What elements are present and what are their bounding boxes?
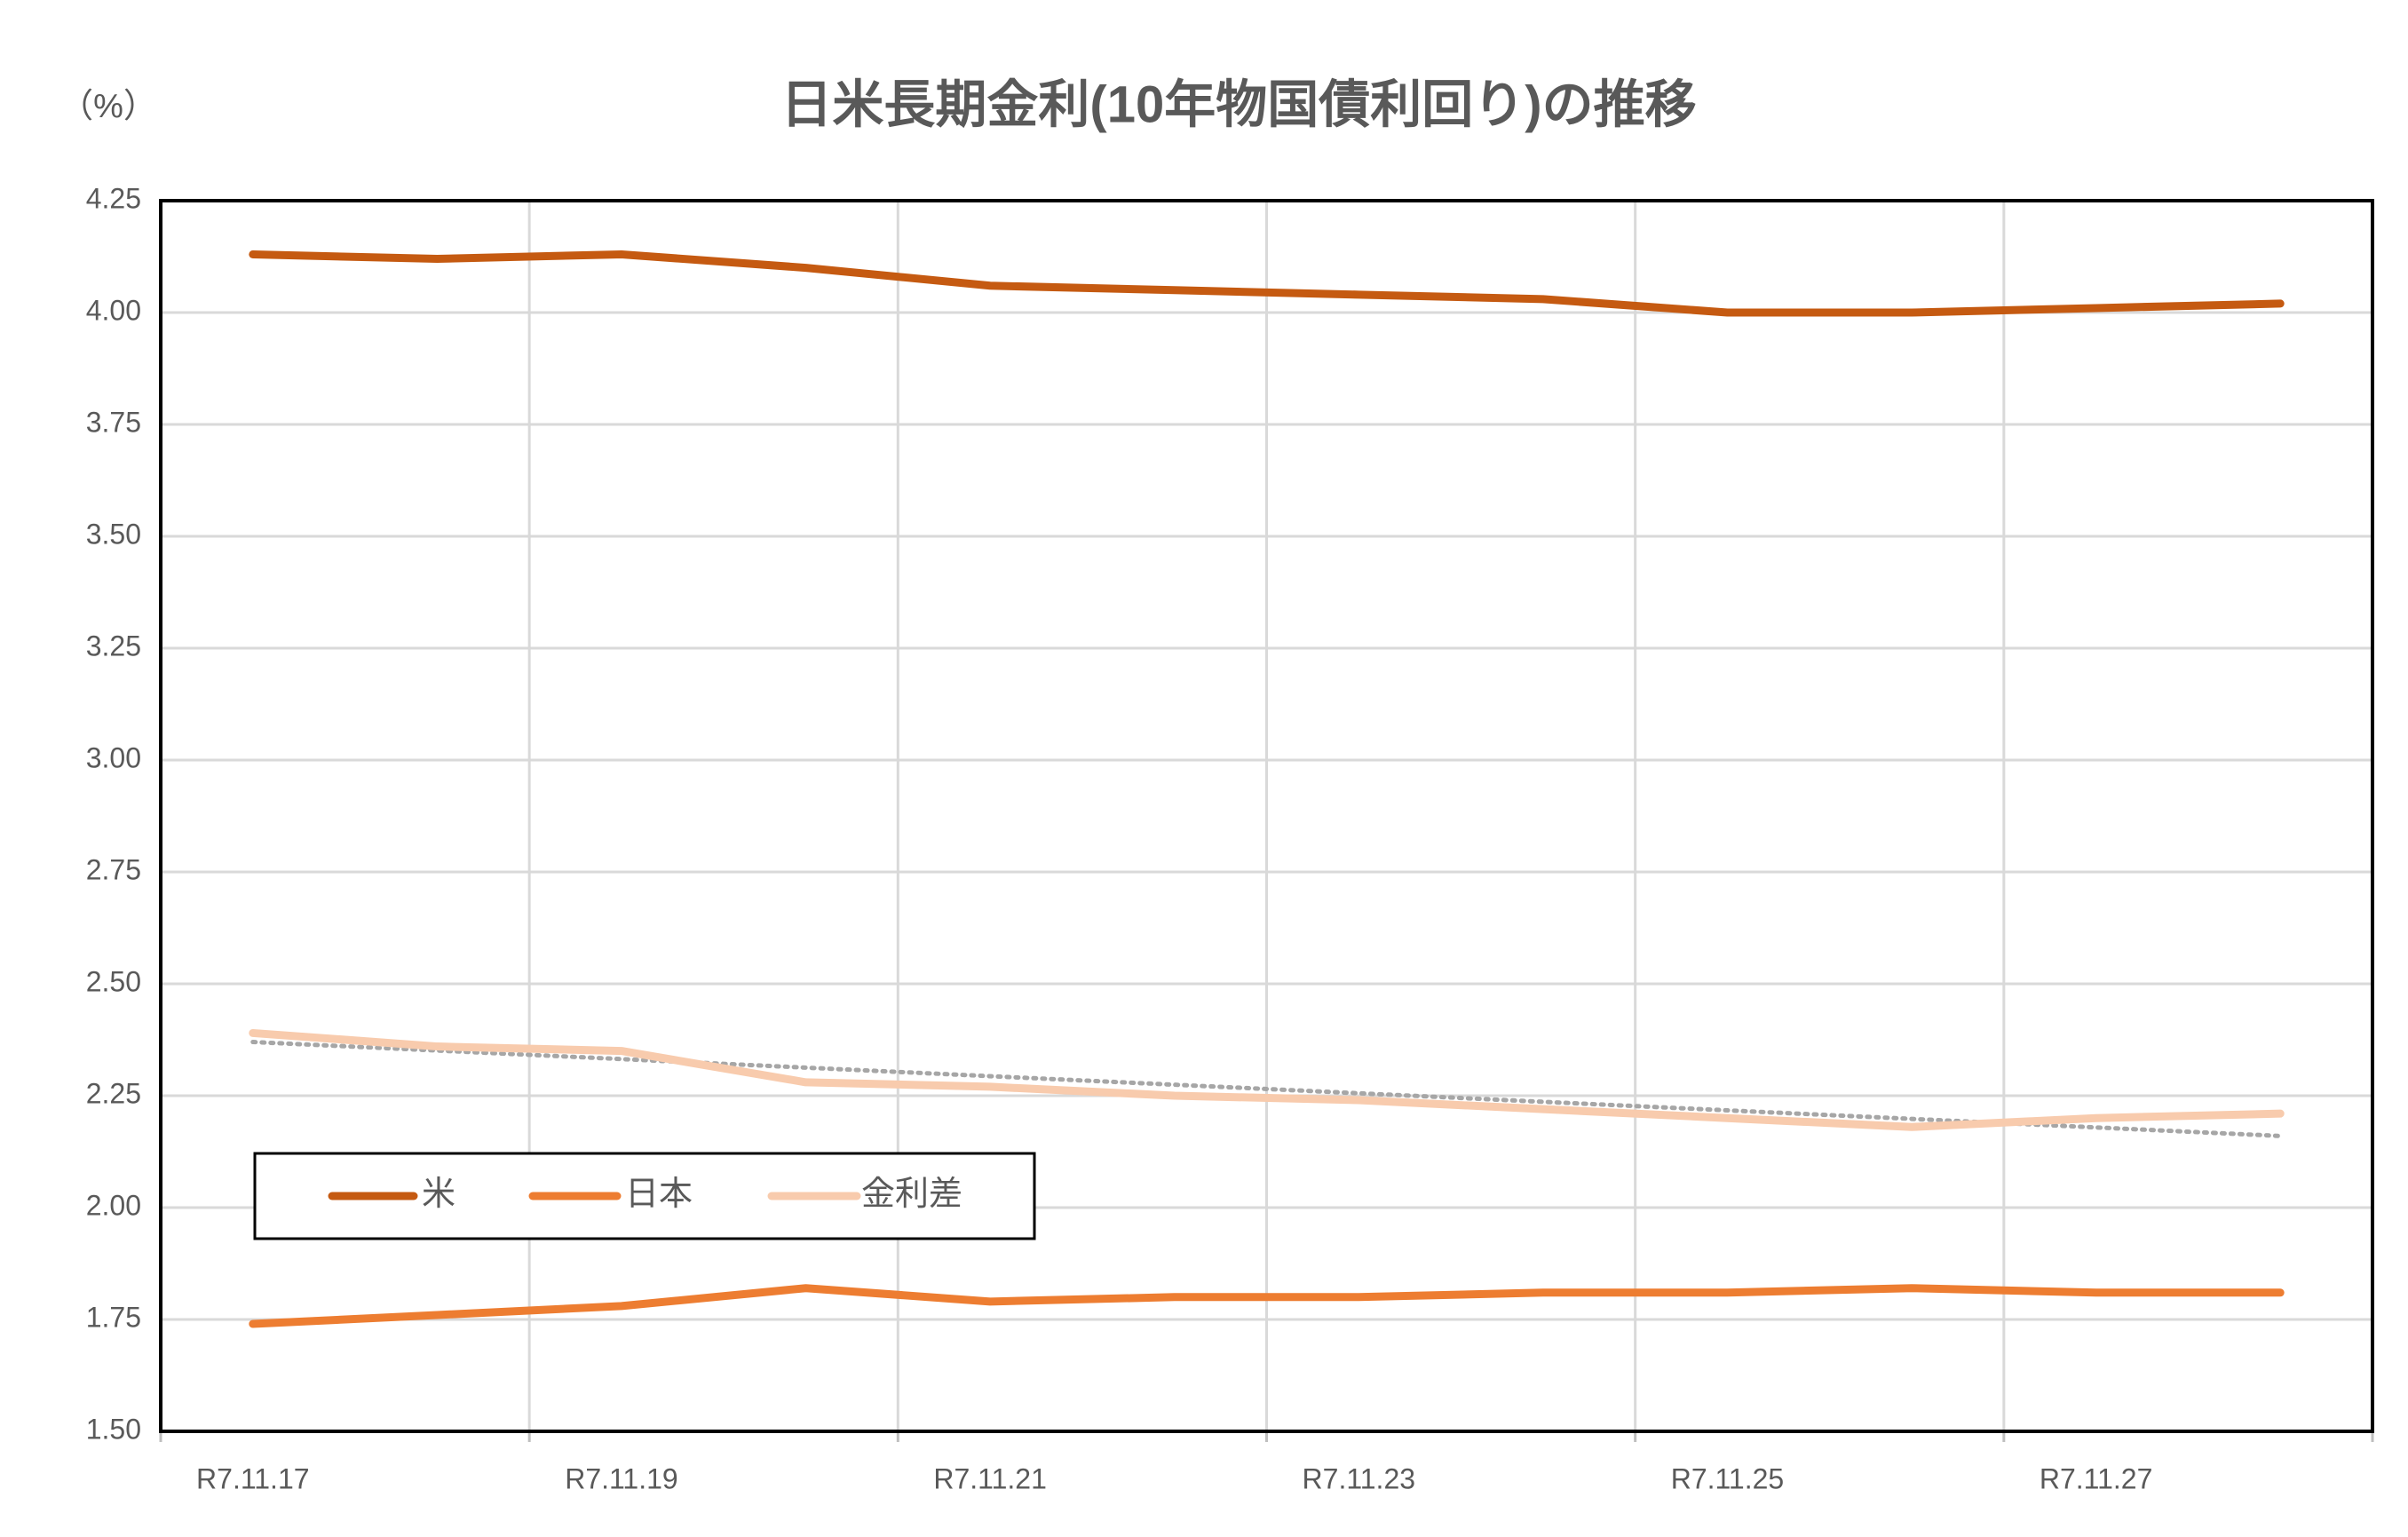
x-tick-label: R7.11.23 (1303, 1462, 1416, 1494)
series-line (249, 250, 2285, 317)
y-tick-label: 3.50 (86, 518, 141, 550)
x-tick-label: R7.11.27 (2040, 1462, 2153, 1494)
y-tick-label: 2.00 (86, 1189, 141, 1221)
series-line (249, 1284, 2285, 1328)
y-tick-label: 2.50 (86, 965, 141, 997)
y-tick-label: 3.00 (86, 741, 141, 773)
y-tick-label: 4.25 (86, 182, 141, 214)
legend-label: 米 (422, 1176, 455, 1213)
x-tick-label: R7.11.21 (933, 1462, 1047, 1494)
x-tick-label: R7.11.25 (1671, 1462, 1785, 1494)
x-tick-label: R7.11.17 (196, 1462, 310, 1494)
y-tick-label: 1.50 (86, 1413, 141, 1445)
x-tick-label: R7.11.19 (565, 1462, 678, 1494)
chart-title: 日米長期金利(10年物国債利回り)の推移 (780, 75, 1696, 133)
y-tick-label: 2.25 (86, 1077, 141, 1109)
y-tick-label: 3.75 (86, 406, 141, 438)
plot-border (159, 199, 2374, 1433)
y-tick-label: 1.75 (86, 1301, 141, 1333)
y-tick-label: 2.75 (86, 853, 141, 885)
series-line (249, 1028, 2285, 1131)
y-unit: （%） (59, 88, 157, 125)
trendline (250, 1040, 2283, 1138)
legend-label: 日本 (625, 1176, 693, 1213)
y-tick-label: 4.00 (86, 294, 141, 326)
y-tick-label: 3.25 (86, 630, 141, 662)
legend-label: 金利差 (861, 1176, 962, 1213)
